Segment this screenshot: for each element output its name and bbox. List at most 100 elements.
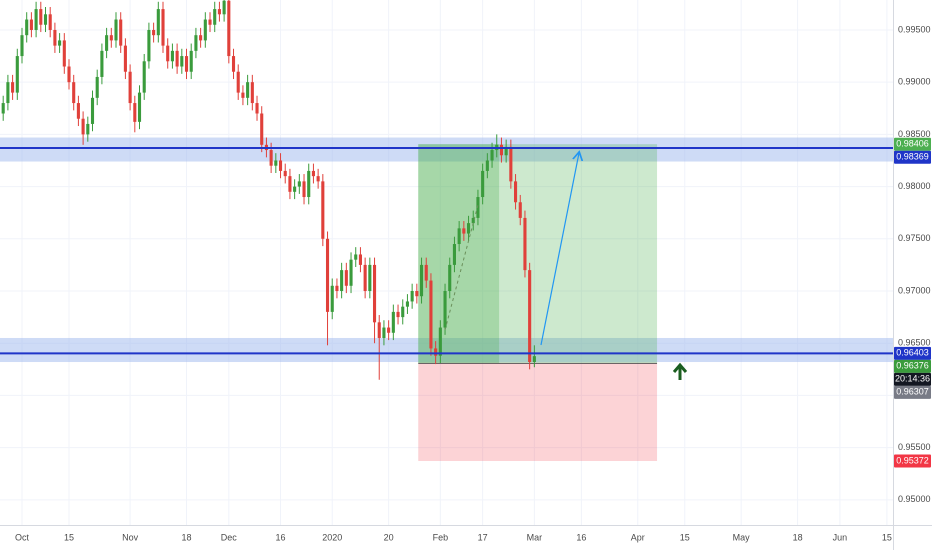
candle-body <box>250 82 254 104</box>
candle-body <box>62 40 66 67</box>
candle-body <box>372 264 377 323</box>
candle-body <box>485 160 489 171</box>
candle-body <box>189 50 193 72</box>
y-tick-label: 0.99500 <box>898 24 931 34</box>
profit-area <box>418 144 658 364</box>
candle-body <box>72 82 76 104</box>
candle-body <box>443 291 447 328</box>
levels <box>0 147 893 355</box>
candle-body <box>142 61 146 93</box>
x-tick-label: 16 <box>576 532 586 542</box>
candle-body <box>166 45 170 62</box>
candle-body <box>358 254 362 265</box>
candle-body <box>311 170 315 177</box>
candle-body <box>217 9 221 15</box>
x-tick-label: 2020 <box>322 532 342 542</box>
candle-body <box>448 264 452 292</box>
candle-body <box>213 9 217 25</box>
candle-body <box>278 160 283 171</box>
candle-body <box>504 146 508 156</box>
candle-body <box>137 92 142 122</box>
candle-body <box>119 19 123 46</box>
candle-body <box>152 29 156 36</box>
candle-body <box>20 35 24 57</box>
candle-body <box>297 181 301 187</box>
candle-body <box>532 356 536 363</box>
candle-body <box>123 45 127 72</box>
candle-body <box>499 144 503 156</box>
candle-body <box>67 66 71 83</box>
price-label: 0.96376 <box>896 361 929 371</box>
price-label: 20:14:36 <box>895 374 930 384</box>
candle-body <box>11 82 15 93</box>
candle-body <box>274 160 278 166</box>
price-labels: 0.98406 0.98369 0.96403 0.96376 20:14:36 0.96… <box>894 137 931 468</box>
candle-body <box>53 29 57 46</box>
price-label-bg <box>894 372 931 386</box>
candle-body <box>255 103 259 114</box>
candle-body <box>283 170 287 177</box>
y-tick-label: 0.97000 <box>898 285 931 295</box>
candle-body <box>58 40 62 46</box>
price-label: 0.98369 <box>896 152 929 162</box>
candle-body <box>387 327 391 333</box>
candle-body <box>34 9 38 30</box>
zones <box>0 137 893 363</box>
candle-body <box>48 14 52 30</box>
candle-body <box>236 71 240 93</box>
candle-body <box>109 35 113 41</box>
up-arrow <box>672 362 688 380</box>
candle-body <box>476 197 480 218</box>
candle-body <box>147 29 151 62</box>
x-tick-label: Mar <box>527 532 543 542</box>
candle-body <box>401 306 405 318</box>
x-tick-label: 20 <box>384 532 394 542</box>
price-label-bg <box>894 454 931 468</box>
price-label-bg <box>894 359 931 373</box>
candle-body <box>25 19 29 36</box>
candle-body <box>419 264 424 297</box>
candle-body <box>208 19 212 25</box>
candle-body <box>518 202 522 218</box>
x-tick-label: 15 <box>882 532 892 542</box>
candle-body <box>471 217 475 224</box>
candle-body <box>43 14 48 25</box>
candle-body <box>246 82 250 98</box>
candle-body <box>161 9 165 46</box>
candle-body <box>81 118 85 135</box>
x-tick-label: Dec <box>221 532 238 542</box>
candle-body <box>269 150 273 166</box>
candle-body <box>466 223 471 234</box>
candle-body <box>321 181 325 239</box>
candle-body <box>203 19 207 41</box>
y-tick-label: 0.97500 <box>898 233 931 243</box>
candle-body <box>222 0 226 15</box>
zone <box>0 337 893 363</box>
loss-area <box>418 363 658 461</box>
x-tick-label: 17 <box>478 532 488 542</box>
candle-body <box>128 71 132 104</box>
candle-body <box>513 181 518 203</box>
y-tick-label: 0.99000 <box>898 77 931 87</box>
x-tick-label: 15 <box>680 532 690 542</box>
price-label-bg <box>894 346 931 360</box>
candle-body <box>462 228 466 234</box>
candle-body <box>349 259 353 286</box>
candle-body <box>184 56 189 72</box>
candle-body <box>90 97 95 124</box>
y-tick-label: 0.95500 <box>898 442 931 452</box>
candle-body <box>39 9 43 25</box>
candle-body <box>105 35 109 51</box>
candle-body <box>302 181 306 198</box>
candle-body <box>509 146 513 182</box>
candle-body <box>354 254 358 260</box>
candle-body <box>481 170 485 198</box>
candle-body <box>156 9 160 36</box>
candle-body <box>368 264 372 292</box>
candle-body <box>377 322 381 338</box>
x-tick-label: 18 <box>182 532 192 542</box>
candle-body <box>528 270 532 363</box>
candle-body <box>335 285 339 292</box>
